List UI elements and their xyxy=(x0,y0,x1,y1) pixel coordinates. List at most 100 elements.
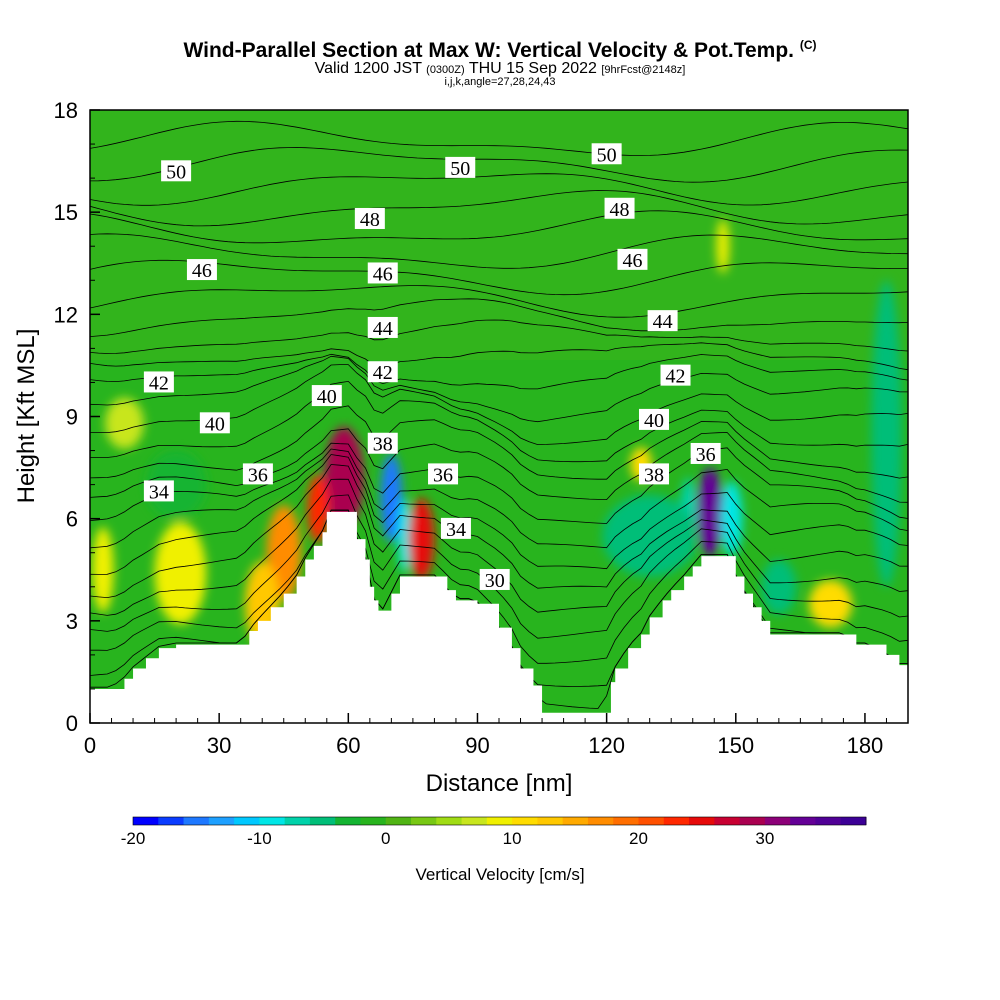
theta-label-box-7 xyxy=(617,248,648,270)
theta-label-15: 40 xyxy=(644,410,664,432)
theta-contour-22 xyxy=(90,190,908,227)
colorbar-swatch-15 xyxy=(512,817,538,825)
theta-label-box-11 xyxy=(367,361,398,383)
upper-velocity-band xyxy=(90,110,908,360)
colorbar-label-2: 0 xyxy=(381,829,390,848)
x-axis-title: Distance [nm] xyxy=(426,770,573,797)
colorbar-swatch-5 xyxy=(259,817,286,825)
theta-contour-23 xyxy=(90,173,908,206)
colorbar-swatch-3 xyxy=(208,817,235,825)
theta-label-16: 38 xyxy=(373,434,393,456)
theta-label-22: 34 xyxy=(446,519,466,541)
theta-label-5: 46 xyxy=(192,260,212,282)
theta-label-box-2 xyxy=(591,143,622,165)
theta-label-11: 42 xyxy=(373,362,393,384)
theta-label-box-10 xyxy=(143,371,174,393)
colorbar: -20 -10 0 10 20 30 xyxy=(121,816,867,848)
theta-contour-17 xyxy=(90,298,908,337)
chart-title-text: Wind-Parallel Section at Max W: Vertical… xyxy=(183,39,794,62)
y-axis-title: Height [Kft MSL] xyxy=(13,329,40,504)
velocity-cell-6 xyxy=(697,467,723,557)
velocity-cell-11 xyxy=(145,450,207,519)
theta-contour-14 xyxy=(90,353,908,390)
theta-label-7: 46 xyxy=(622,250,642,272)
theta-contour-18 xyxy=(90,285,908,318)
theta-contour-5 xyxy=(90,464,908,599)
colorbar-label-1: -10 xyxy=(247,829,272,848)
theta-contour-20 xyxy=(90,233,908,269)
colorbar-swatch-10 xyxy=(385,817,412,825)
theta-label-box-1 xyxy=(445,156,476,178)
theta-label-box-6 xyxy=(367,262,398,284)
theta-label-21: 34 xyxy=(149,481,169,503)
theta-label-box-20 xyxy=(690,442,721,464)
colorbar-swatch-26 xyxy=(790,817,816,825)
theta-label-4: 48 xyxy=(610,199,630,221)
theta-label-18: 36 xyxy=(248,464,268,486)
theta-label-12: 42 xyxy=(666,366,686,388)
colorbar-swatch-6 xyxy=(284,817,311,825)
theta-label-9: 44 xyxy=(653,311,673,333)
colorbar-label-4: 20 xyxy=(629,829,648,848)
theta-contour-15 xyxy=(90,342,908,371)
colorbar-swatch-13 xyxy=(461,817,488,825)
colorbar-swatch-25 xyxy=(764,817,791,825)
theta-label-2: 50 xyxy=(597,144,617,166)
theta-contour-19 xyxy=(90,259,908,296)
x-tick-label-60: 60 xyxy=(336,733,360,758)
colorbar-swatch-8 xyxy=(335,817,361,825)
valid-time-line: Valid 1200 JST (0300Z) THU 15 Sep 2022 [… xyxy=(0,60,1000,78)
theta-contour-13 xyxy=(90,355,908,423)
colorbar-label-5: 30 xyxy=(755,829,774,848)
colorbar-swatch-2 xyxy=(183,817,210,825)
colorbar-swatch-7 xyxy=(309,817,336,825)
velocity-cell-5 xyxy=(408,498,435,580)
colorbar-swatch-9 xyxy=(360,817,387,825)
colorbar-swatch-22 xyxy=(689,817,715,825)
theta-label-box-8 xyxy=(367,316,398,338)
theta-label-box-16 xyxy=(367,432,398,454)
colorbar-swatch-21 xyxy=(663,817,690,825)
colorbar-swatch-0 xyxy=(133,817,159,825)
x-tick-label-180: 180 xyxy=(847,733,884,758)
velocity-cell-4 xyxy=(397,498,411,574)
theta-label-0: 50 xyxy=(166,161,186,183)
theta-contour-6 xyxy=(90,454,908,575)
theta-contour-25 xyxy=(90,120,908,156)
theta-label-10: 42 xyxy=(149,372,169,394)
x-tick-label-0: 0 xyxy=(84,733,96,758)
copyright-mark: (C) xyxy=(799,38,817,52)
colorbar-swatch-17 xyxy=(562,817,589,825)
velocity-cell-19 xyxy=(716,218,730,274)
x-tick-label-30: 30 xyxy=(207,733,231,758)
section-indices: i,j,k,angle=27,28,24,43 xyxy=(444,76,556,88)
terrain-mask xyxy=(90,511,908,723)
theta-label-box-14 xyxy=(311,385,342,407)
velocity-field xyxy=(90,110,908,723)
theta-label-1: 50 xyxy=(450,158,470,180)
theta-label-19: 36 xyxy=(433,464,453,486)
theta-label-box-3 xyxy=(354,207,385,229)
colorbar-swatch-27 xyxy=(815,817,842,825)
y-tick-label-12: 12 xyxy=(54,302,78,327)
valid-date: THU 15 Sep 2022 xyxy=(468,60,597,77)
colorbar-label-0: -20 xyxy=(121,829,146,848)
theta-contour-8 xyxy=(90,442,908,524)
theta-label-box-22 xyxy=(440,517,471,539)
colorbar-swatch-12 xyxy=(436,817,463,825)
colorbar-swatch-19 xyxy=(613,817,640,825)
theta-label-box-12 xyxy=(660,364,691,386)
colorbar-swatch-23 xyxy=(714,817,741,825)
colorbar-title: Vertical Velocity [cm/s] xyxy=(415,865,584,884)
theta-contour-11 xyxy=(90,380,908,463)
theta-contours xyxy=(90,120,908,709)
colorbar-swatch-18 xyxy=(587,817,614,825)
theta-label-8: 44 xyxy=(373,318,393,340)
colorbar-label-3: 10 xyxy=(503,829,522,848)
theta-label-box-18 xyxy=(242,463,273,485)
theta-label-17: 38 xyxy=(644,464,664,486)
colorbar-swatch-28 xyxy=(840,817,867,825)
theta-contour-10 xyxy=(90,405,908,480)
